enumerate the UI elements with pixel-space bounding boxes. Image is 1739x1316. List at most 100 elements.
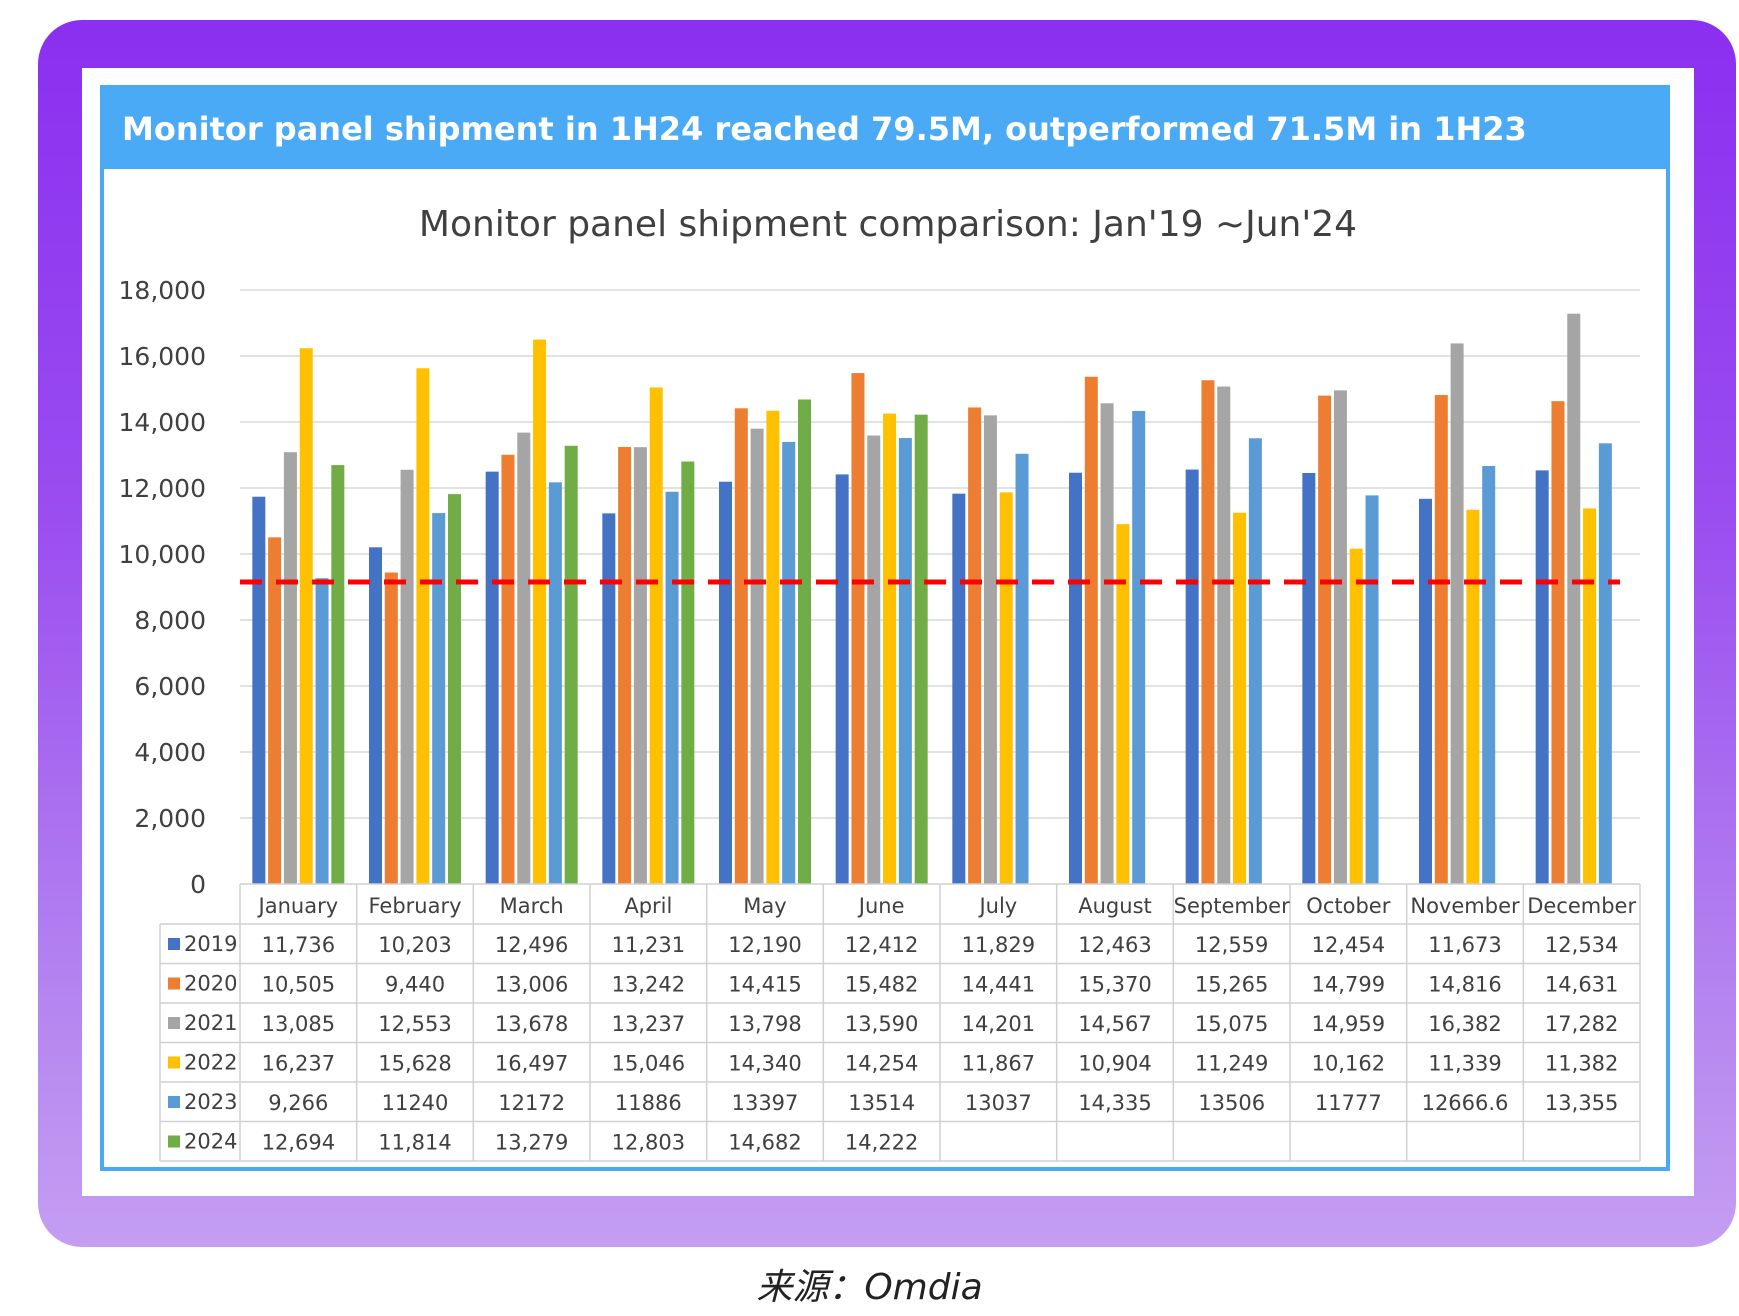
bar (1598, 443, 1612, 884)
bar (299, 348, 313, 885)
x-tick-label: March (500, 894, 564, 918)
data-label: 14,682 (728, 1131, 801, 1155)
bar-layer (252, 313, 1612, 885)
data-label: 13,279 (495, 1131, 568, 1155)
bar (952, 493, 966, 884)
bar (1302, 473, 1316, 884)
data-label: 13,355 (1545, 1091, 1618, 1115)
data-label: 12,454 (1312, 933, 1385, 957)
data-label: 10,203 (378, 933, 451, 957)
x-tick-label: August (1078, 894, 1152, 918)
bar (883, 413, 897, 884)
data-label: 9,440 (385, 973, 445, 997)
bar (548, 482, 562, 884)
bar (1084, 376, 1098, 884)
bar (1233, 512, 1247, 884)
data-table: January February March April May June July Augu… (159, 883, 1641, 1162)
bar (1419, 498, 1432, 884)
data-label: 15,628 (378, 1052, 451, 1076)
bar (798, 399, 811, 884)
data-label: 13,242 (612, 973, 685, 997)
data-label: 11240 (382, 1091, 449, 1115)
bar (1551, 401, 1565, 884)
chart-card: Monitor panel shipment in 1H24 reached 7… (100, 85, 1670, 1171)
legend-label: 2020 (184, 972, 237, 996)
source-note: 来源：Omdia (756, 1267, 983, 1308)
grid-lines (240, 289, 1640, 819)
data-label: 14,222 (845, 1131, 918, 1155)
legend-swatch (168, 1056, 180, 1069)
data-label: 14,631 (1545, 973, 1618, 997)
bar (719, 481, 732, 884)
bar (485, 471, 499, 884)
data-label: 16,237 (262, 1052, 335, 1076)
bar (898, 438, 912, 884)
legend-label: 2021 (184, 1011, 237, 1035)
bar (517, 432, 531, 884)
data-label: 13,798 (728, 1012, 801, 1036)
bar (602, 513, 616, 884)
bar (914, 414, 928, 884)
data-label: 15,075 (1195, 1012, 1268, 1036)
data-label: 13,678 (495, 1012, 568, 1036)
data-label: 12,534 (1545, 933, 1618, 957)
bar (867, 435, 881, 884)
y-tick-label: 0 (190, 870, 206, 899)
bar (999, 492, 1013, 884)
data-label: 15,370 (1078, 973, 1151, 997)
y-tick-label: 18,000 (119, 276, 206, 305)
data-label: 11,829 (962, 933, 1035, 957)
bar (283, 452, 297, 884)
bar (432, 513, 446, 884)
bar (1333, 390, 1347, 884)
x-tick-label: October (1306, 894, 1390, 918)
legend-swatch (168, 1135, 180, 1148)
bar (1116, 524, 1130, 884)
data-label: 13,590 (845, 1012, 918, 1036)
data-label: 14,816 (1428, 973, 1501, 997)
data-label: 14,415 (728, 973, 801, 997)
data-label: 11,673 (1428, 933, 1501, 957)
y-axis-ticks: 18,000 16,000 14,000 12,000 10,000 8,000 6,000… (119, 276, 206, 899)
data-label: 12,412 (845, 933, 918, 957)
y-tick-label: 2,000 (134, 804, 206, 833)
data-label: 11,339 (1428, 1052, 1501, 1076)
bar (1482, 466, 1496, 884)
bar (400, 469, 414, 884)
data-label: 14,335 (1078, 1091, 1151, 1115)
bar (369, 547, 382, 884)
bar (416, 368, 430, 884)
bar (968, 407, 982, 884)
legend-label: 2024 (184, 1130, 237, 1154)
data-label: 14,959 (1312, 1012, 1385, 1036)
legend-swatch (168, 1017, 180, 1029)
bar (1583, 508, 1597, 884)
bar (750, 428, 764, 884)
data-label: 12172 (498, 1091, 565, 1115)
bar (501, 454, 515, 884)
bar (618, 447, 632, 884)
legend-swatch (168, 938, 180, 950)
bar (1535, 470, 1549, 884)
bar (1450, 343, 1464, 884)
bar (331, 465, 345, 884)
x-tick-label: May (743, 894, 786, 918)
data-label: 12,553 (378, 1012, 451, 1036)
bar (665, 491, 679, 884)
data-label: 13514 (848, 1091, 915, 1115)
data-label: 11,249 (1195, 1052, 1268, 1076)
y-tick-label: 10,000 (119, 540, 206, 569)
bar (835, 474, 849, 884)
data-label: 14,201 (962, 1012, 1035, 1036)
x-tick-label: July (977, 894, 1017, 918)
legend-swatch (168, 1096, 180, 1108)
bar (1015, 453, 1029, 884)
data-label: 12,803 (612, 1131, 685, 1155)
bar (1567, 313, 1581, 885)
bar (983, 415, 997, 884)
y-tick-label: 8,000 (134, 606, 206, 635)
bar (1069, 472, 1082, 884)
data-label: 13506 (1198, 1091, 1265, 1115)
y-tick-label: 16,000 (119, 342, 206, 371)
